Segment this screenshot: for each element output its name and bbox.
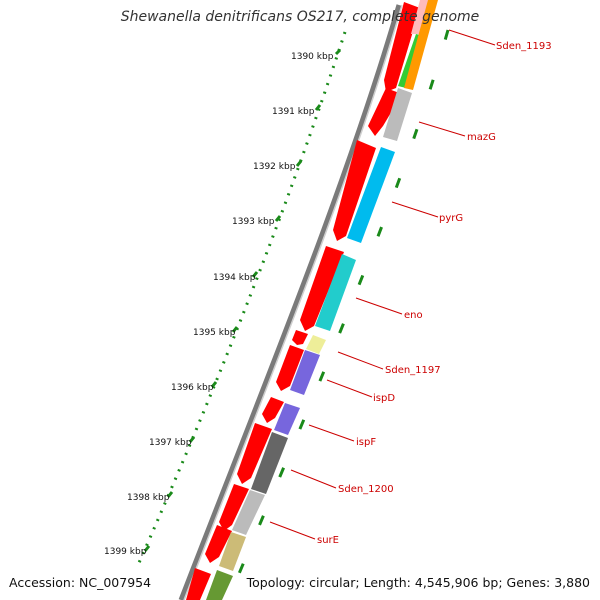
ruler-label-1399: 1399 kbp — [104, 547, 147, 557]
cds-arrow — [186, 568, 211, 600]
ruler-label-1397: 1397 kbp — [149, 438, 192, 448]
cds-track — [186, 2, 420, 600]
ruler-tick-1395 — [231, 326, 239, 333]
ruler-tick-1398 — [166, 491, 174, 498]
feature-bar-khaki — [219, 532, 246, 571]
map-title: Shewanella denitrificans OS217, complete… — [120, 9, 480, 25]
leader-lines — [269, 29, 496, 540]
ruler-tick-1396 — [210, 381, 218, 388]
ruler-label-1396: 1396 kbp — [171, 383, 214, 393]
ruler-tick-1392 — [295, 160, 303, 167]
feature-bar-lightgray — [383, 88, 412, 141]
feature-bar-purple-ispd — [290, 350, 320, 395]
ruler-label-1395: 1395 kbp — [193, 328, 236, 338]
cds-arrow — [368, 88, 402, 136]
cds-arrow — [237, 423, 272, 484]
cds-arrow — [262, 397, 284, 423]
gene-label-sden-1200: Sden_1200 — [338, 484, 394, 495]
cds-arrow — [292, 330, 308, 345]
leader-eno — [355, 297, 403, 315]
ruler-label-1390: 1390 kbp — [291, 52, 334, 62]
feature-track — [206, 0, 438, 600]
ruler-tick-1391 — [314, 104, 322, 111]
cds-arrow — [333, 140, 376, 241]
leader-ispd — [326, 379, 373, 398]
leader-sden-1200 — [290, 469, 337, 489]
gene-label-pyrg: pyrG — [439, 213, 463, 224]
feature-bar-olive — [206, 570, 233, 600]
leader-sden-1193 — [448, 29, 496, 46]
leader-mazg — [418, 121, 466, 137]
genome-backbone — [178, 4, 402, 600]
cds-arrow — [300, 246, 344, 331]
feature-bar-paleyellow — [306, 335, 326, 354]
gene-label-eno: eno — [404, 310, 423, 321]
gene-label-mazg: mazG — [467, 132, 496, 143]
gene-label-ispd: ispD — [373, 393, 395, 404]
ruler-tick-1390 — [334, 48, 342, 56]
topology-text: Topology: circular; Length: 4,545,906 bp… — [246, 575, 590, 590]
gene-label-ispf: ispF — [356, 437, 376, 448]
gene-label-sure: surE — [317, 535, 339, 546]
ruler-label-1393: 1393 kbp — [232, 217, 275, 227]
ruler-tick-1397 — [188, 436, 196, 443]
feature-bar-lightgray-2 — [232, 490, 265, 535]
feature-bar-orange — [404, 0, 438, 90]
cds-arrow — [276, 345, 304, 391]
leader-sden-1197 — [337, 351, 384, 370]
accession-text: Accession: NC_007954 — [9, 575, 152, 590]
leader-ispf — [308, 424, 355, 442]
cds-arrow — [219, 484, 249, 531]
ruler-label-1394: 1394 kbp — [213, 273, 256, 283]
ruler-label-1391: 1391 kbp — [272, 107, 315, 117]
feature-bar-skyblue — [347, 147, 395, 243]
ruler-tick-1399 — [143, 545, 151, 552]
gene-label-sden-1193: Sden_1193 — [496, 41, 552, 52]
cds-arrow — [384, 2, 420, 92]
ruler-label-1392: 1392 kbp — [253, 162, 296, 172]
ruler-label-1398: 1398 kbp — [127, 493, 170, 503]
leader-sure — [269, 521, 316, 540]
cds-arrow — [205, 525, 232, 563]
gene-labels: Sden_1193 mazG pyrG eno Sden_1197 ispD i… — [317, 41, 552, 546]
ruler-tick-1394 — [251, 271, 259, 278]
ruler-tick-1393 — [274, 215, 282, 222]
leader-pyrg — [391, 201, 439, 218]
feature-bar-darkgray — [251, 432, 288, 494]
genome-backbone-highlight — [183, 4, 403, 600]
feature-bar-teal — [315, 254, 356, 331]
gene-label-sden-1197: Sden_1197 — [385, 365, 441, 376]
feature-bar-purple-ispf — [274, 403, 300, 435]
